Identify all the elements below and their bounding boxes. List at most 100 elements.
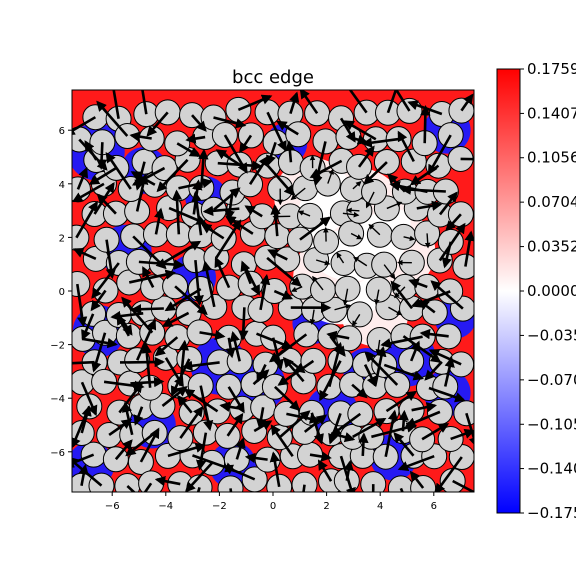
colorbar-tick-label: 0.0352	[527, 238, 576, 256]
displacement-arrow	[270, 424, 294, 458]
y-tick-label: 6	[59, 126, 65, 137]
displacement-arrow	[315, 259, 331, 266]
displacement-arrow	[397, 130, 415, 163]
displacement-arrow	[386, 90, 398, 114]
displacement-arrow	[227, 386, 245, 414]
displacement-arrow	[363, 364, 377, 388]
displacement-arrow	[96, 100, 129, 137]
displacement-arrow	[80, 381, 98, 417]
displacement-arrow	[327, 168, 334, 184]
displacement-arrow	[361, 137, 399, 148]
displacement-arrow	[428, 386, 466, 403]
y-tick-label: 0	[59, 287, 65, 298]
x-tick-label: −2	[212, 501, 227, 512]
displacement-arrow	[383, 264, 396, 280]
displacement-arrow	[409, 470, 425, 489]
displacement-arrow	[142, 266, 155, 288]
displacement-arrow	[225, 337, 236, 359]
displacement-arrow	[141, 342, 152, 388]
colorbar-gradient	[496, 68, 521, 514]
displacement-arrow	[368, 223, 381, 236]
displacement-arrow	[185, 133, 206, 144]
displacement-arrow	[167, 442, 207, 458]
displacement-arrow	[146, 111, 169, 137]
displacement-arrow	[273, 289, 294, 300]
colorbar-tick-label: 0.1056	[527, 149, 576, 167]
displacement-arrow	[181, 360, 220, 371]
atom	[217, 475, 244, 492]
displacement-arrow	[438, 191, 458, 216]
displacement-arrow	[215, 219, 242, 259]
displacement-arrow	[244, 452, 268, 464]
plot-area	[72, 90, 474, 492]
displacement-arrow	[212, 187, 241, 211]
displacement-arrow	[420, 105, 431, 144]
displacement-arrow	[121, 296, 154, 334]
displacement-arrow	[200, 223, 225, 240]
displacement-arrow	[256, 364, 267, 384]
displacement-arrow	[400, 184, 446, 195]
displacement-arrow	[464, 230, 474, 267]
displacement-arrow	[343, 459, 354, 481]
displacement-arrow	[330, 412, 362, 436]
displacement-arrow	[410, 290, 451, 308]
atom	[88, 472, 115, 492]
displacement-arrow	[215, 149, 241, 166]
colorbar-tick-label: 0.1759	[527, 60, 576, 78]
colorbar-tick-label: −0.0704	[527, 371, 576, 389]
displacement-arrow	[394, 286, 406, 299]
colorbar-tick-label: 0.1407	[527, 104, 576, 122]
displacement-arrow	[319, 360, 342, 402]
displacement-arrow	[289, 91, 300, 115]
x-tick-label: −6	[105, 501, 120, 512]
displacement-arrow	[278, 410, 311, 439]
displacement-arrow	[139, 427, 160, 463]
displacement-arrow	[385, 390, 418, 413]
displacement-arrow	[235, 437, 246, 460]
displacement-arrow	[358, 432, 369, 456]
displacement-arrow	[357, 145, 375, 168]
displacement-arrow	[326, 330, 350, 341]
displacement-arrow	[411, 402, 438, 413]
displacement-arrow	[452, 479, 474, 492]
displacement-arrow	[224, 192, 235, 222]
displacement-arrow	[72, 182, 105, 203]
displacement-arrow	[424, 360, 443, 381]
displacement-arrow	[310, 412, 324, 445]
displacement-arrow	[96, 193, 117, 215]
displacement-arrow	[428, 349, 462, 366]
displacement-arrow	[384, 409, 399, 457]
x-axis: −6 −4 −2 0 2 4 6	[105, 492, 437, 512]
displacement-arrow	[375, 339, 382, 355]
colorbar-tick-label: −0.0352	[527, 326, 576, 344]
displacement-arrow	[346, 207, 360, 214]
displacement-arrow	[393, 432, 415, 457]
displacement-arrow	[75, 200, 98, 239]
displacement-arrow	[105, 151, 132, 190]
displacement-arrow	[419, 328, 449, 340]
y-tick-label: −2	[50, 341, 65, 352]
displacement-arrow	[176, 142, 201, 157]
displacement-arrow	[226, 412, 244, 437]
displacement-arrow	[229, 330, 241, 362]
displacement-arrow	[105, 239, 117, 280]
displacement-arrow	[178, 178, 213, 190]
displacement-arrow	[72, 405, 91, 449]
displacement-arrow	[143, 482, 153, 492]
displacement-arrow	[131, 166, 166, 186]
displacement-arrow	[430, 280, 464, 310]
displacement-arrow	[193, 260, 204, 306]
atom	[360, 471, 387, 492]
displacement-arrow	[103, 380, 145, 391]
displacement-arrow	[352, 180, 362, 190]
displacement-arrow	[383, 363, 424, 381]
displacement-arrow	[156, 158, 189, 193]
displacement-arrow	[255, 407, 267, 430]
displacement-arrow	[365, 191, 375, 209]
displacement-arrow	[130, 376, 165, 388]
displacement-arrow	[239, 134, 253, 154]
displacement-arrow	[342, 211, 360, 218]
displacement-arrow	[72, 360, 95, 365]
displacement-arrow	[78, 464, 89, 487]
displacement-arrow	[129, 131, 152, 142]
